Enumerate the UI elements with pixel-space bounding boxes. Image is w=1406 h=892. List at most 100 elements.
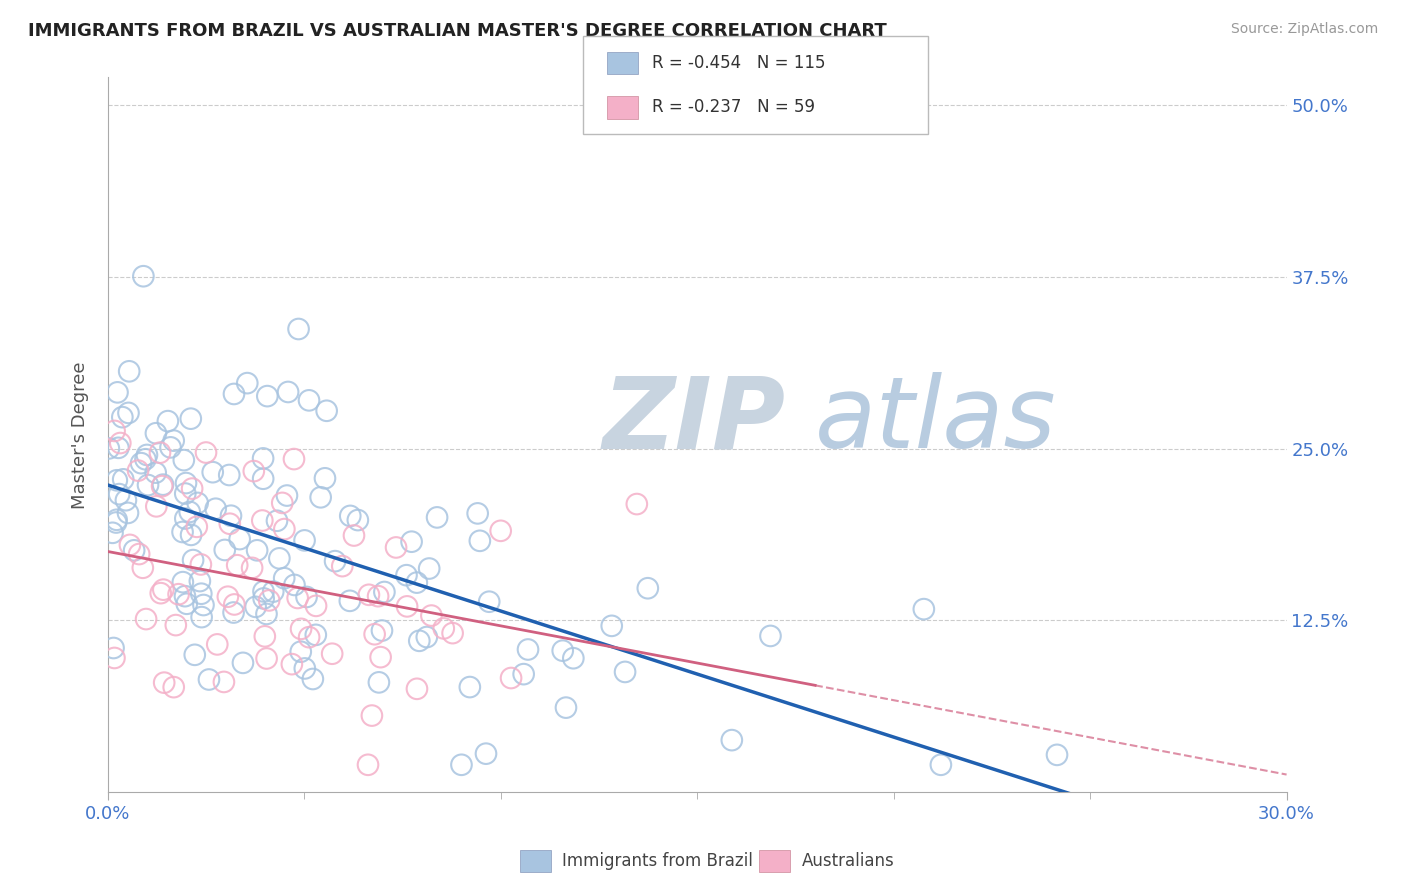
Point xyxy=(145,466,167,480)
Point xyxy=(305,599,328,613)
Point xyxy=(343,528,366,542)
Point xyxy=(117,406,139,420)
Point xyxy=(912,602,935,616)
Point xyxy=(117,506,139,520)
Point xyxy=(252,584,274,599)
Point xyxy=(276,489,298,503)
Point xyxy=(347,513,370,527)
Point xyxy=(103,651,125,665)
Point xyxy=(187,496,209,510)
Point xyxy=(295,590,318,604)
Point xyxy=(153,675,176,690)
Point xyxy=(107,385,129,400)
Point xyxy=(165,618,187,632)
Point xyxy=(145,426,167,441)
Point xyxy=(759,629,782,643)
Point xyxy=(305,628,328,642)
Point xyxy=(405,575,427,590)
Point xyxy=(103,640,125,655)
Point xyxy=(315,404,337,418)
Point xyxy=(420,608,443,623)
Point xyxy=(370,650,392,665)
Point xyxy=(134,452,156,467)
Point xyxy=(418,561,440,575)
Point xyxy=(245,599,267,614)
Point xyxy=(115,493,138,508)
Point xyxy=(226,558,249,573)
Point xyxy=(441,626,464,640)
Point xyxy=(339,594,361,608)
Point xyxy=(174,476,197,491)
Point xyxy=(253,591,276,606)
Point xyxy=(190,610,212,624)
Point xyxy=(298,393,321,408)
Text: R = -0.237   N = 59: R = -0.237 N = 59 xyxy=(652,98,815,117)
Point xyxy=(218,468,240,483)
Point xyxy=(294,661,316,675)
Point xyxy=(150,479,173,493)
Point xyxy=(222,387,245,401)
Point xyxy=(236,376,259,391)
Point xyxy=(179,505,201,519)
Text: Australians: Australians xyxy=(801,852,894,871)
Point xyxy=(181,553,204,567)
Point xyxy=(373,585,395,599)
Point xyxy=(214,543,236,558)
Point xyxy=(173,453,195,467)
Point xyxy=(217,590,239,604)
Point xyxy=(290,622,312,636)
Point xyxy=(190,558,212,572)
Point xyxy=(111,410,134,425)
Point xyxy=(600,619,623,633)
Point xyxy=(174,589,197,603)
Point xyxy=(367,589,389,603)
Point xyxy=(152,477,174,491)
Point xyxy=(562,651,585,665)
Point xyxy=(287,322,309,336)
Point xyxy=(401,534,423,549)
Point xyxy=(271,496,294,510)
Point xyxy=(218,516,240,531)
Point xyxy=(132,269,155,284)
Point xyxy=(290,645,312,659)
Point xyxy=(321,647,343,661)
Point xyxy=(467,507,489,521)
Point xyxy=(105,516,128,530)
Point xyxy=(339,508,361,523)
Point xyxy=(361,708,384,723)
Point xyxy=(283,578,305,592)
Point xyxy=(416,630,439,644)
Point xyxy=(167,587,190,601)
Point xyxy=(273,522,295,536)
Point xyxy=(180,411,202,425)
Point xyxy=(105,473,128,487)
Point xyxy=(105,513,128,527)
Point xyxy=(195,445,218,459)
Point xyxy=(330,559,353,574)
Point xyxy=(149,586,172,600)
Point xyxy=(637,581,659,595)
Point xyxy=(433,621,456,635)
Point xyxy=(219,508,242,523)
Text: atlas: atlas xyxy=(815,372,1057,469)
Point xyxy=(118,538,141,552)
Point xyxy=(323,554,346,568)
Point xyxy=(163,680,186,694)
Point xyxy=(184,648,207,662)
Point xyxy=(243,464,266,478)
Point xyxy=(207,637,229,651)
Text: Source: ZipAtlas.com: Source: ZipAtlas.com xyxy=(1230,22,1378,37)
Point xyxy=(406,681,429,696)
Point xyxy=(222,606,245,620)
Text: Immigrants from Brazil: Immigrants from Brazil xyxy=(562,852,754,871)
Point xyxy=(145,500,167,514)
Point xyxy=(257,593,280,607)
Point xyxy=(198,673,221,687)
Point xyxy=(232,656,254,670)
Point xyxy=(193,598,215,612)
Point xyxy=(256,651,278,665)
Point xyxy=(176,597,198,611)
Point xyxy=(172,575,194,590)
Point xyxy=(512,667,534,681)
Point xyxy=(385,541,408,555)
